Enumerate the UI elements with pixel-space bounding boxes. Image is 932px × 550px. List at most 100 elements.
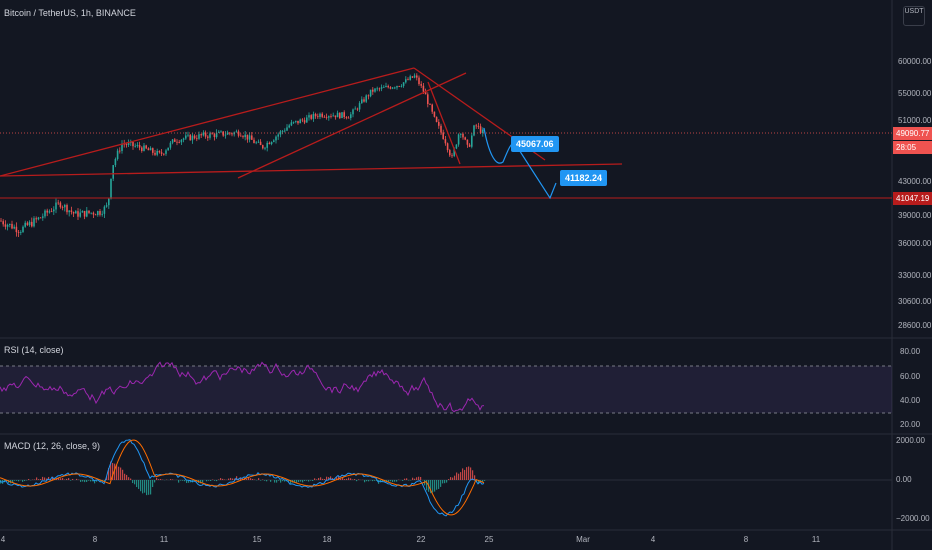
- candle-body: [273, 140, 275, 142]
- candle-body: [453, 148, 455, 156]
- macd-histogram-bar: [154, 480, 156, 483]
- candle-body: [200, 134, 202, 136]
- rsi-axis-label: 20.00: [900, 420, 921, 429]
- macd-histogram-bar: [388, 480, 390, 482]
- macd-histogram-bar: [116, 464, 118, 480]
- macd-histogram-bar: [282, 480, 284, 482]
- macd-histogram-bar: [318, 477, 320, 480]
- candle-body: [68, 210, 70, 213]
- candle-body: [207, 136, 209, 138]
- macd-histogram-bar: [382, 480, 384, 482]
- macd-histogram-bar: [114, 463, 116, 480]
- candle-body: [88, 210, 90, 213]
- macd-histogram-bar: [458, 473, 460, 480]
- macd-histogram-bar: [216, 480, 218, 482]
- candle-body: [101, 213, 103, 215]
- candle-body: [187, 134, 189, 136]
- candle-body: [222, 131, 224, 136]
- candle-body: [257, 141, 260, 143]
- candle-body: [248, 135, 251, 140]
- candle-body: [411, 76, 414, 78]
- candle-body: [323, 116, 326, 118]
- rsi-axis-label: 60.00: [900, 372, 921, 381]
- candle-body: [442, 132, 444, 140]
- candle-body: [53, 209, 55, 212]
- candle-body: [2, 221, 4, 225]
- macd-histogram-bar: [438, 480, 440, 489]
- macd-axis-label: 2000.00: [896, 436, 925, 445]
- candle-body: [13, 226, 15, 229]
- macd-histogram-bar: [118, 466, 120, 480]
- macd-histogram-bar: [222, 478, 224, 480]
- macd-histogram-bar: [100, 480, 102, 482]
- candle-body: [473, 125, 475, 136]
- rsi-axis-label: 80.00: [900, 347, 921, 356]
- target-callout-2[interactable]: 41182.24: [560, 170, 608, 186]
- currency-badge[interactable]: USDT: [903, 6, 925, 26]
- candle-body: [152, 148, 154, 153]
- candle-body: [83, 211, 86, 217]
- candle-body: [75, 211, 77, 214]
- time-axis-label: 4: [0, 535, 6, 544]
- macd-line: [0, 439, 485, 517]
- candle-body: [156, 150, 158, 155]
- candle-body: [345, 116, 348, 118]
- macd-histogram-bar: [188, 480, 190, 483]
- candle-body: [22, 226, 24, 233]
- macd-histogram-bar: [344, 479, 346, 480]
- macd-axis-label: 0.00: [896, 475, 912, 484]
- candle-body: [424, 91, 427, 95]
- candle-body: [413, 75, 416, 78]
- macd-histogram-bar: [476, 480, 478, 482]
- macd-histogram-bar: [112, 462, 114, 480]
- candle-body: [0, 220, 2, 222]
- candle-body: [385, 85, 387, 88]
- macd-histogram-bar: [404, 478, 406, 480]
- macd-histogram-bar: [358, 479, 360, 480]
- macd-histogram-bar: [130, 478, 132, 480]
- candle-body: [132, 142, 134, 147]
- candle-body: [211, 133, 213, 135]
- macd-histogram-bar: [328, 477, 330, 480]
- macd-histogram-bar: [332, 477, 334, 480]
- candle-body: [33, 218, 35, 227]
- target-callout-1[interactable]: 45067.06: [511, 136, 559, 152]
- macd-axis-label: −2000.00: [896, 514, 930, 523]
- candle-body: [79, 212, 81, 217]
- candle-body: [141, 147, 143, 151]
- macd-histogram-bar: [252, 478, 254, 480]
- macd-histogram-bar: [148, 480, 150, 495]
- macd-histogram-bar: [374, 480, 376, 481]
- candle-body: [376, 88, 378, 90]
- candle-body: [119, 150, 121, 152]
- candle-body: [42, 216, 44, 218]
- candle-body: [405, 79, 407, 83]
- candle-body: [301, 119, 304, 121]
- candle-body: [328, 116, 330, 118]
- macd-histogram-bar: [232, 478, 234, 480]
- candle-body: [352, 109, 354, 115]
- candle-body: [215, 132, 218, 138]
- symbol-title: Bitcoin / TetherUS, 1h, BINANCE: [4, 8, 136, 18]
- macd-histogram-bar: [66, 478, 68, 480]
- macd-histogram-bar: [72, 478, 74, 480]
- candle-body: [112, 165, 114, 179]
- candle-body: [310, 115, 312, 119]
- candle-body: [479, 126, 482, 134]
- macd-histogram-bar: [302, 480, 304, 483]
- macd-histogram-bar: [278, 480, 280, 481]
- candle-body: [438, 121, 440, 126]
- candle-body: [354, 108, 356, 110]
- candle-body: [231, 133, 233, 135]
- macd-histogram-bar: [68, 478, 70, 480]
- macd-histogram-bar: [76, 478, 78, 480]
- time-axis-label: 11: [811, 535, 821, 544]
- candle-body: [97, 211, 99, 215]
- candle-body: [464, 137, 466, 140]
- time-axis-label: Mar: [576, 535, 590, 544]
- macd-histogram-bar: [300, 480, 302, 482]
- candle-body: [116, 150, 119, 160]
- macd-histogram-bar: [406, 478, 408, 480]
- candle-body: [6, 224, 9, 227]
